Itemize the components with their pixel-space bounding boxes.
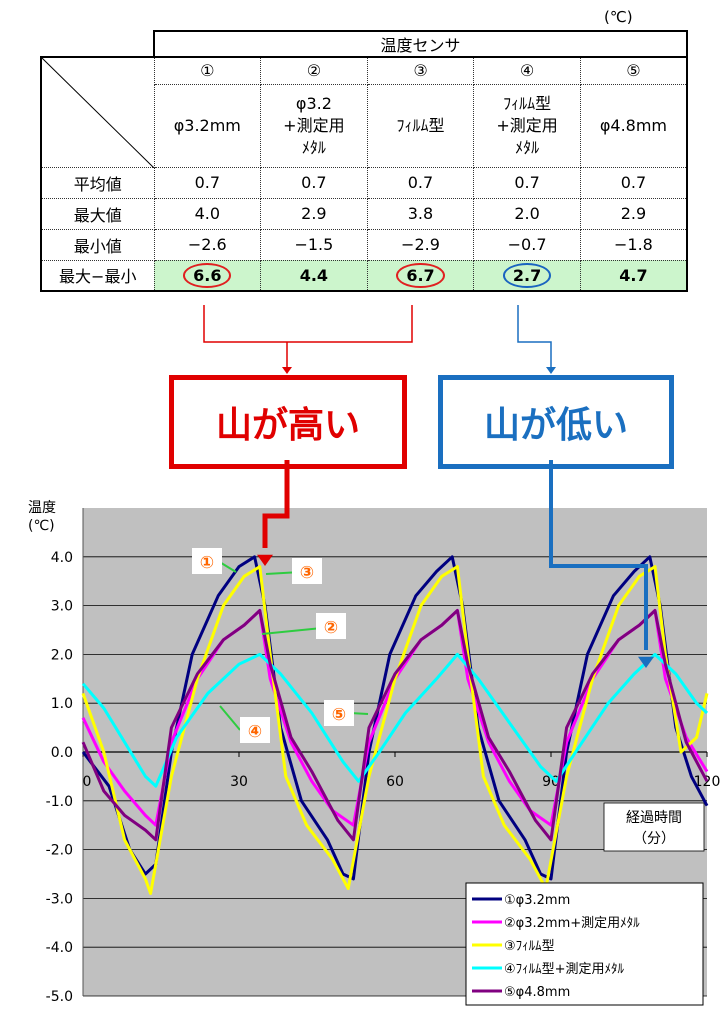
- arrow-head: [638, 656, 654, 668]
- annotation-label: ④: [248, 722, 262, 742]
- annotation-box: [292, 558, 322, 584]
- bracket-red: [203, 305, 413, 343]
- legend-label: ②φ3.2mm+測定用ﾒﾀﾙ: [504, 916, 640, 931]
- annotation-box: [192, 548, 222, 574]
- y-axis-label: 温度: [28, 500, 56, 516]
- y-tick-label: -3.0: [46, 891, 73, 907]
- y-tick-label: 0.0: [51, 745, 73, 761]
- table-cell: 4.4: [260, 259, 368, 292]
- annotation-box: [240, 717, 270, 743]
- y-tick-label: 3.0: [51, 599, 73, 615]
- y-tick-label: 2.0: [51, 647, 73, 663]
- annotation-box: [324, 700, 354, 726]
- table-cell: 2.7: [473, 259, 581, 292]
- unit-label: (℃): [604, 8, 633, 26]
- range-value: 2.7: [502, 262, 552, 288]
- x-tick-label: 60: [386, 774, 404, 790]
- arrow-head: [257, 554, 273, 566]
- table-row: 最大−最小 6.6 4.4 6.7 2.7 4.7: [40, 259, 688, 292]
- row-label: 平均値: [40, 166, 155, 199]
- table-row: 最大値 4.0 2.9 3.8 2.0 2.9: [40, 197, 688, 230]
- corner-diagonal: [42, 58, 154, 168]
- sensor-name-line: ﾒﾀﾙ: [515, 137, 540, 157]
- sensor-name-3: ﾌｨﾙﾑ型: [366, 83, 475, 168]
- x-tick-label: 30: [230, 774, 248, 790]
- x-tick-label: 90: [542, 774, 560, 790]
- legend-label: ③ﾌｨﾙﾑ型: [504, 939, 555, 954]
- x-axis-label-box: [603, 802, 705, 852]
- arrow-blue: [517, 305, 552, 367]
- table-cell: −1.8: [579, 228, 688, 261]
- annotation-arrow: [219, 705, 241, 731]
- sensor-number-2: ②: [260, 56, 368, 85]
- annotation-box: [316, 613, 346, 639]
- y-tick-label: -4.0: [46, 940, 73, 956]
- row-label: 最大−最小: [40, 259, 155, 292]
- sensor-name-line: φ3.2: [295, 93, 332, 113]
- x-axis-label: （分）: [633, 831, 675, 847]
- sensor-name-line: +測定用: [496, 115, 558, 135]
- row-label: 最大値: [40, 197, 155, 230]
- annotation-label: ③: [300, 563, 314, 583]
- table-cell: 0.7: [579, 166, 688, 199]
- table-row: 最小値 −2.6 −1.5 −2.9 −0.7 −1.8: [40, 228, 688, 261]
- sensor-name-1: φ3.2mm: [153, 83, 262, 168]
- table-cell: 6.6: [153, 259, 262, 292]
- annotation-label: ①: [200, 553, 214, 573]
- y-tick-label: -1.0: [46, 794, 73, 810]
- group-header: 温度センサ: [153, 30, 688, 58]
- arrow-head: [546, 367, 556, 374]
- annotation-label: ②: [324, 618, 338, 638]
- corner-cell: [40, 56, 155, 168]
- arrow-head: [282, 367, 292, 374]
- series-line-5: [81, 609, 709, 842]
- table-cell: 0.7: [366, 166, 475, 199]
- sensor-name-4: ﾌｨﾙﾑ型 +測定用 ﾒﾀﾙ: [473, 83, 581, 168]
- legend-label: ①φ3.2mm: [504, 893, 570, 908]
- y-axis-label: (℃): [28, 518, 55, 534]
- legend-label: ⑤φ4.8mm: [504, 985, 570, 1000]
- table-cell: 2.9: [260, 197, 368, 230]
- table-row: 平均値 0.7 0.7 0.7 0.7 0.7: [40, 166, 688, 199]
- sensor-name-2: φ3.2 +測定用 ﾒﾀﾙ: [260, 83, 368, 168]
- x-tick-label: 120: [694, 774, 721, 790]
- sensor-name-line: ﾌｨﾙﾑ型: [503, 93, 552, 113]
- legend-label: ④ﾌｨﾙﾑ型+測定用ﾒﾀﾙ: [504, 962, 625, 977]
- range-value: 4.4: [299, 265, 329, 285]
- sensor-name-line: ﾒﾀﾙ: [301, 137, 326, 157]
- table-cell: −2.9: [366, 228, 475, 261]
- sensor-name-line: +測定用: [283, 115, 345, 135]
- annotation-label: ⑤: [332, 705, 346, 725]
- range-value: 6.6: [183, 262, 232, 288]
- y-tick-label: 1.0: [51, 696, 73, 712]
- sensor-name-line: φ3.2mm: [173, 115, 241, 135]
- range-value: 4.7: [619, 265, 648, 285]
- legend: [465, 882, 704, 1006]
- x-axis-label: 経過時間: [626, 810, 682, 826]
- x-tick-label: 0: [83, 774, 92, 790]
- table-cell: 4.7: [579, 259, 688, 292]
- table-cell: 0.7: [260, 166, 368, 199]
- y-tick-label: 4.0: [51, 550, 73, 566]
- callout-low: 山が低い: [438, 375, 674, 469]
- series-line-1: [81, 555, 709, 881]
- sensor-name-line: φ4.8mm: [599, 115, 668, 135]
- arrow-blue-chart: [549, 460, 648, 650]
- table-cell: 2.9: [579, 197, 688, 230]
- sensor-name-line: ﾌｨﾙﾑ型: [396, 115, 445, 135]
- arrow-red-chart: [262, 460, 290, 548]
- table-cell: 6.7: [366, 259, 475, 292]
- y-tick-label: -2.0: [46, 843, 73, 859]
- sensor-number-4: ④: [473, 56, 581, 85]
- sensor-number-3: ③: [366, 56, 475, 85]
- y-tick-label: -5.0: [46, 989, 73, 1005]
- range-value: 6.7: [396, 262, 445, 288]
